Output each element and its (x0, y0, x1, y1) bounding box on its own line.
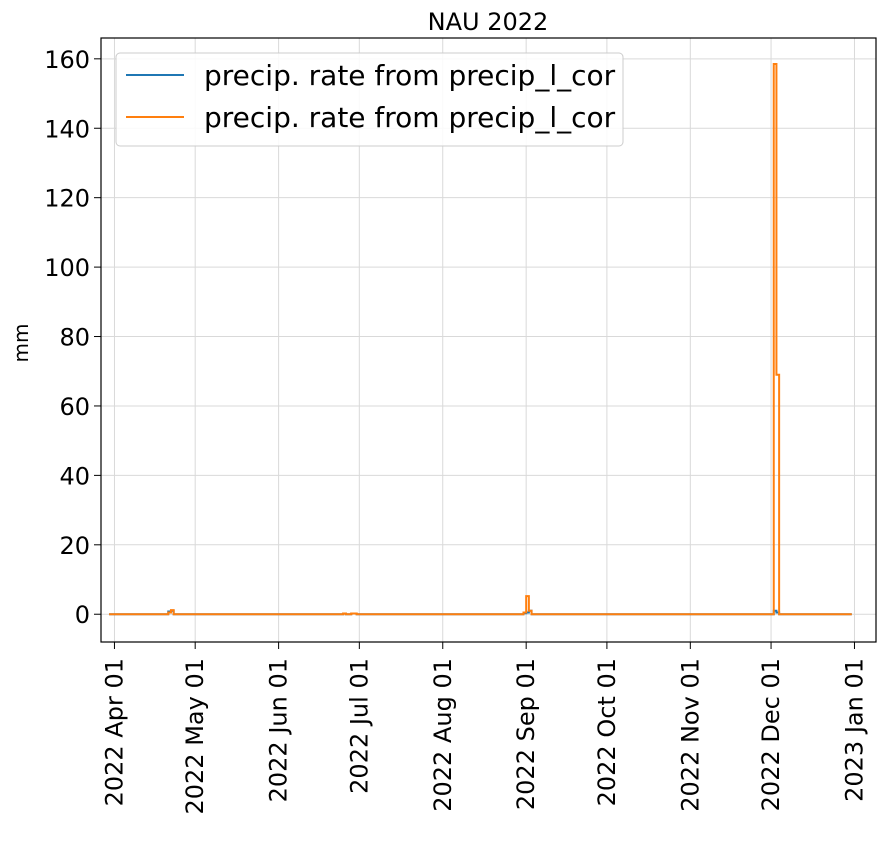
y-tick-label: 60 (59, 393, 90, 421)
x-axis: 2022 Apr 01 2022 May 01 2022 Jun 01 2022 Ju… (100, 642, 868, 815)
x-tick-label: 2022 Sep 01 (512, 658, 540, 810)
y-tick-label: 0 (75, 601, 90, 629)
x-tick-label: 2022 Oct 01 (593, 658, 621, 806)
x-tick-label: 2023 Jan 01 (840, 658, 868, 802)
legend-label-1: precip. rate from precip_l_cor (204, 59, 616, 92)
y-tick-label: 140 (44, 115, 90, 143)
x-tick-label: 2022 Nov 01 (676, 658, 704, 812)
x-tick-label: 2022 Apr 01 (100, 658, 128, 806)
x-tick-label: 2022 Jun 01 (265, 658, 293, 802)
legend: precip. rate from precip_l_cor precip. ra… (115, 52, 624, 147)
legend-label-2: precip. rate from precip_l_cor (204, 101, 616, 134)
series-line-2 (109, 63, 852, 616)
legend-box (115, 52, 624, 147)
x-tick-label: 2022 May 01 (181, 658, 209, 815)
y-tick-label: 120 (44, 185, 90, 213)
series-lines (109, 63, 852, 616)
y-tick-label: 20 (59, 532, 90, 560)
plot-frame (100, 37, 877, 643)
x-tick-label: 2022 Aug 01 (429, 658, 457, 812)
chart-title: NAU 2022 (428, 8, 549, 36)
y-tick-label: 80 (59, 324, 90, 352)
x-tick-label: 2022 Dec 01 (757, 658, 785, 811)
y-axis: 0 20 40 60 80 100 120 140 160 (44, 46, 101, 629)
y-tick-label: 160 (44, 46, 90, 74)
x-tick-label: 2022 Jul 01 (345, 658, 373, 794)
y-tick-label: 100 (44, 254, 90, 282)
y-axis-label: mm (9, 324, 33, 363)
y-tick-label: 40 (59, 462, 90, 490)
